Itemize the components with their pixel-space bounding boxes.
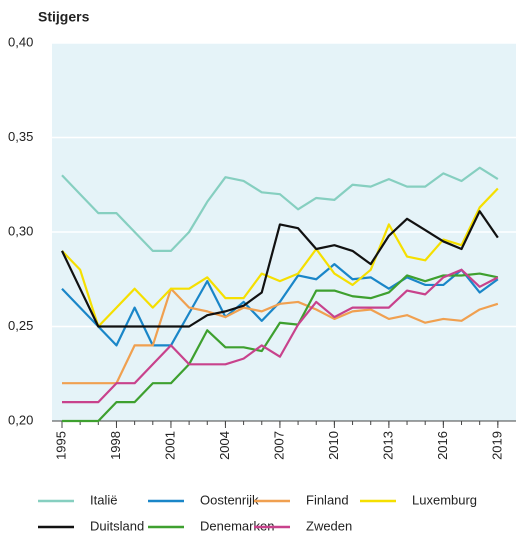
y-tick-label: 0,20 [8, 412, 33, 427]
x-tick-label: 2013 [380, 431, 395, 460]
series-line [61, 166, 499, 252]
x-tick-label: 2007 [271, 431, 286, 460]
x-tick-label: 2004 [217, 431, 232, 460]
series-line [60, 210, 499, 328]
legend-label: Finland [306, 492, 349, 507]
legend-label: Italië [90, 492, 117, 507]
x-tick-label: 2001 [162, 431, 177, 460]
chart-title: Stijgers [38, 9, 90, 25]
x-tick-label: 1995 [53, 431, 68, 460]
legend-label: Oostenrijk [200, 492, 259, 507]
legend-label: Zweden [306, 518, 352, 533]
series-line [61, 263, 499, 347]
y-tick-label: 0,35 [8, 129, 33, 144]
series-line [61, 272, 499, 423]
series-line [61, 287, 499, 385]
y-tick-label: 0,25 [8, 318, 33, 333]
y-tick-label: 0,30 [8, 223, 33, 238]
legend-label: Denemarken [200, 518, 274, 533]
legend-label: Duitsland [90, 518, 144, 533]
series-line [61, 187, 499, 328]
legend-label: Luxemburg [412, 492, 477, 507]
y-tick-label: 0,40 [8, 34, 33, 49]
x-tick-label: 2016 [435, 431, 450, 460]
x-tick-label: 2010 [326, 431, 341, 460]
x-tick-label: 2019 [489, 431, 504, 460]
series-line [61, 268, 499, 404]
x-tick-label: 1998 [108, 431, 123, 460]
